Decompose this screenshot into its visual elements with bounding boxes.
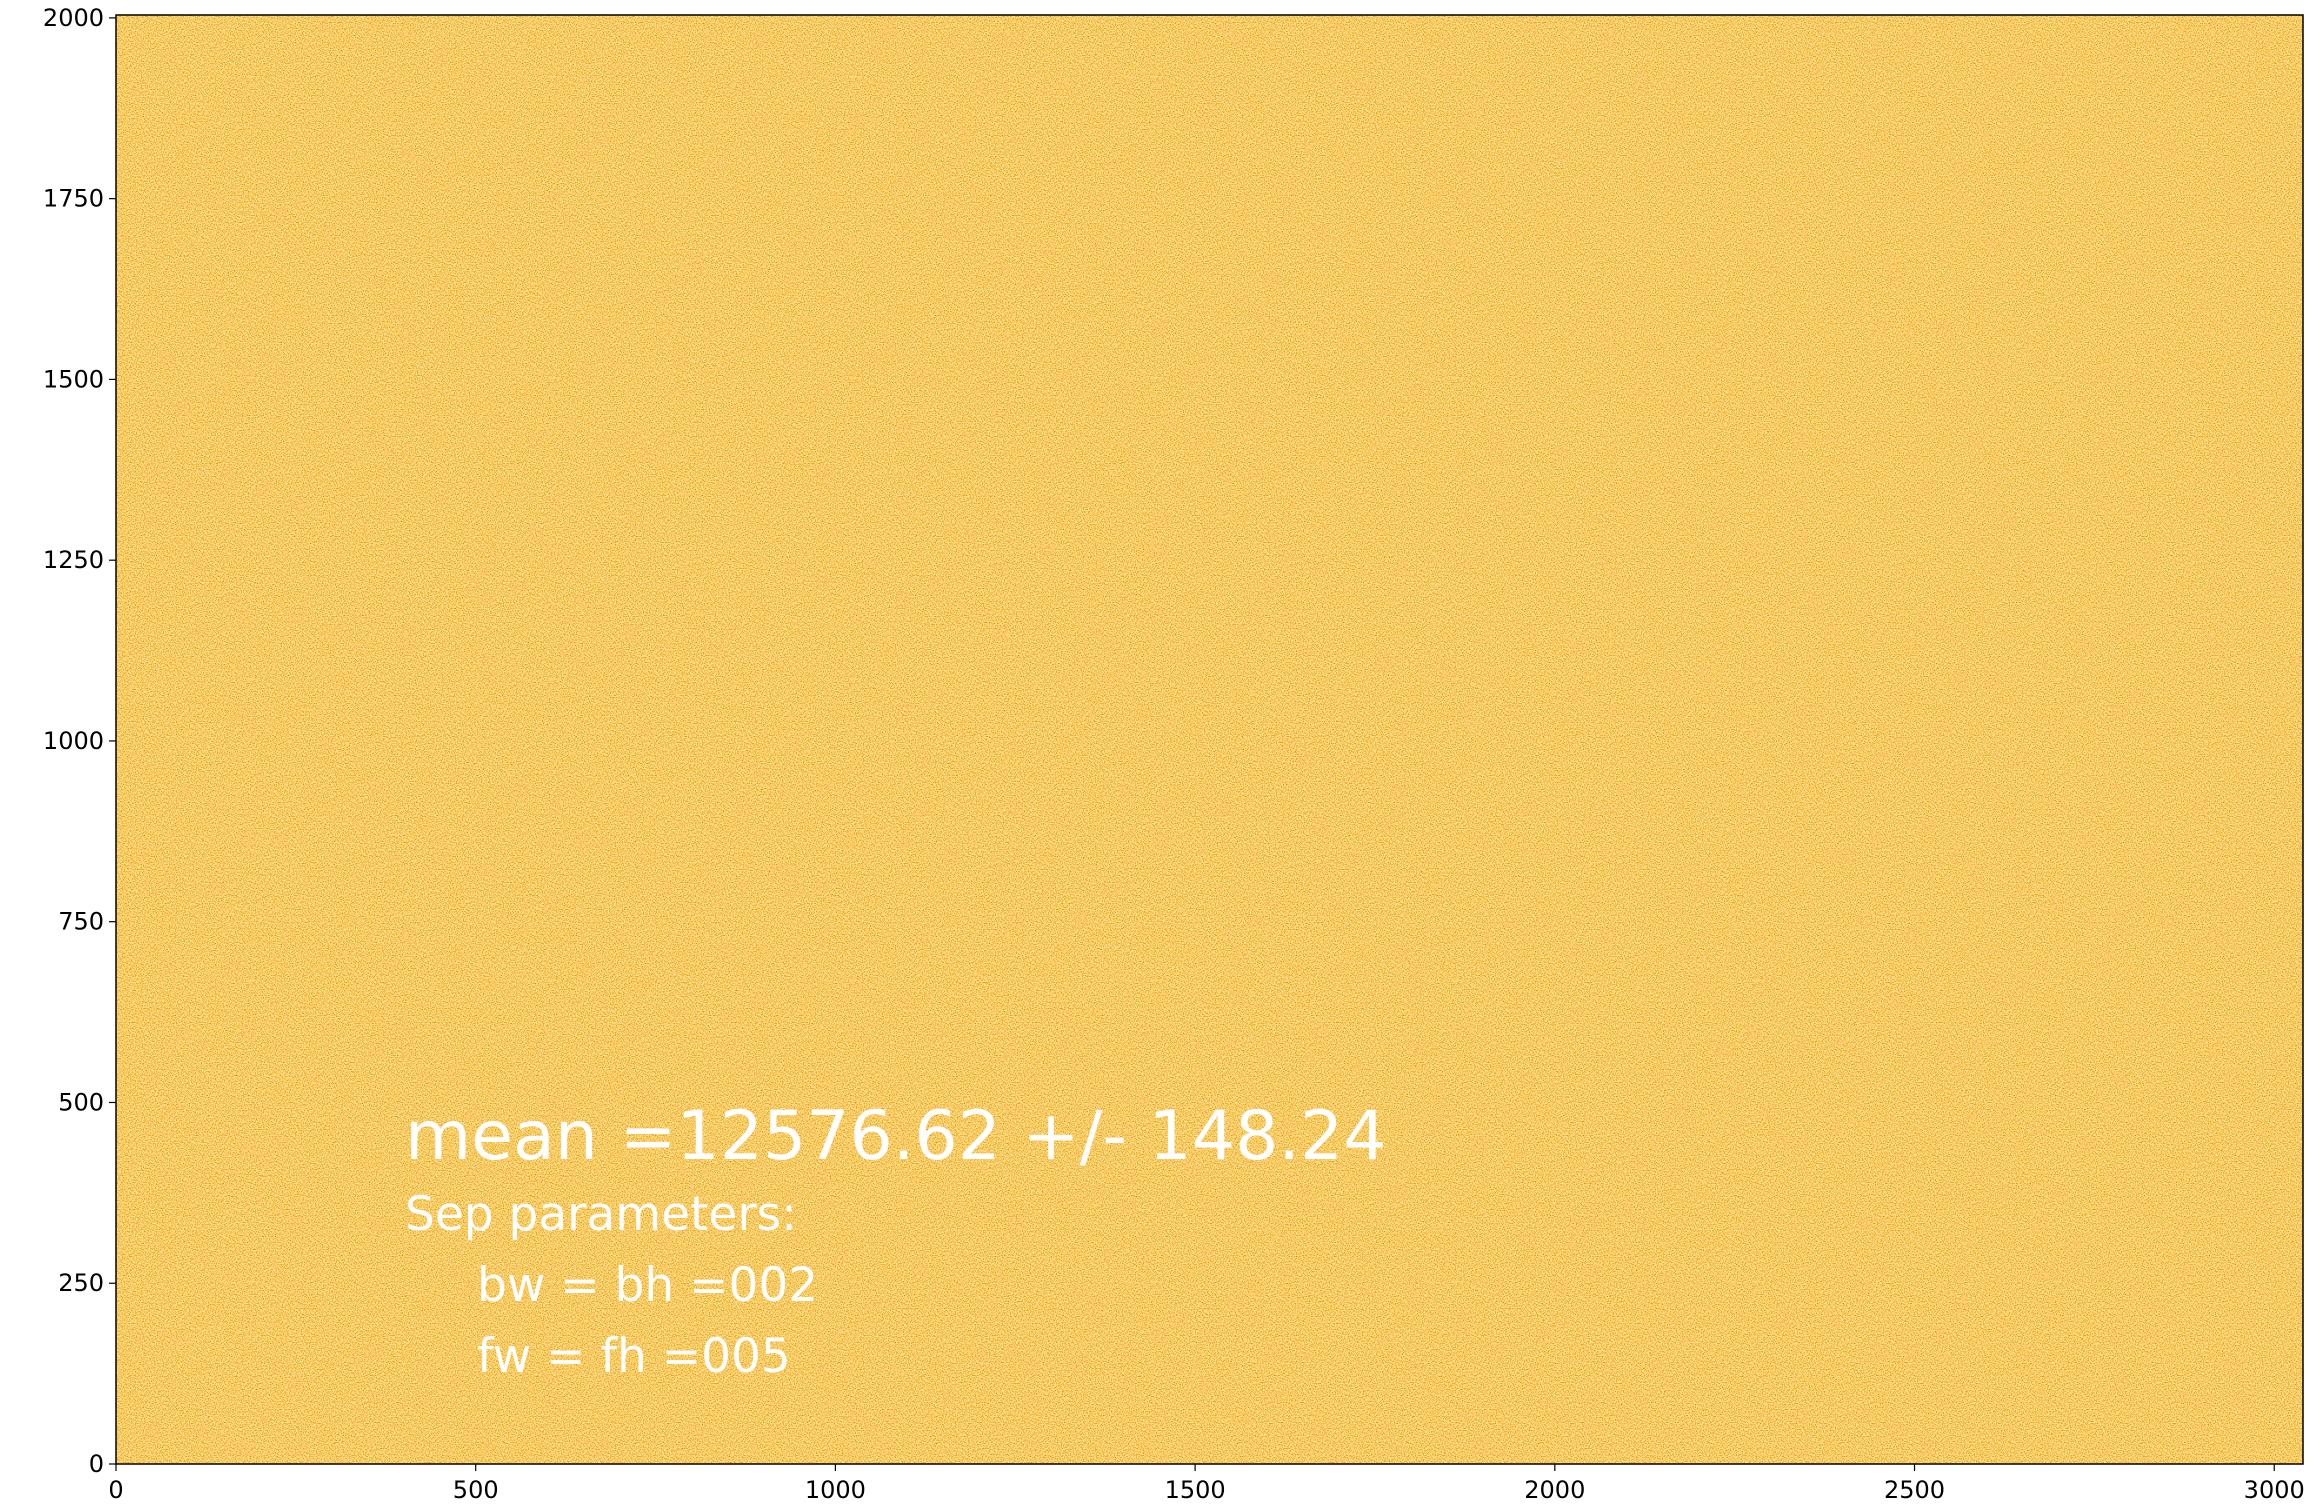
x-tick-label: 2000 bbox=[1524, 1476, 1585, 1504]
y-tick-label: 0 bbox=[89, 1450, 104, 1478]
y-tick-label: 2000 bbox=[43, 4, 104, 32]
x-tick-label: 1500 bbox=[1165, 1476, 1226, 1504]
annotation: Sep parameters: bbox=[405, 1187, 797, 1242]
y-tick-label: 750 bbox=[58, 908, 104, 936]
x-tick-label: 2500 bbox=[1884, 1476, 1945, 1504]
y-tick-label: 1250 bbox=[43, 546, 104, 574]
image bbox=[116, 15, 2303, 1464]
annotation: fw = fh =005 bbox=[477, 1329, 791, 1384]
y-tick-label: 500 bbox=[58, 1088, 104, 1116]
x-tick-label: 1000 bbox=[805, 1476, 866, 1504]
annotation: bw = bh =002 bbox=[477, 1258, 818, 1313]
x-tick-label: 500 bbox=[453, 1476, 499, 1504]
y-tick-label: 1000 bbox=[43, 727, 104, 755]
x-tick-label: 3000 bbox=[2244, 1476, 2305, 1504]
x-tick-label: 0 bbox=[108, 1476, 123, 1504]
y-tick-label: 1500 bbox=[43, 365, 104, 393]
y-tick-label: 1750 bbox=[43, 185, 104, 213]
y-tick-label: 250 bbox=[58, 1269, 104, 1297]
axes-frame bbox=[115, 14, 2304, 1465]
annotation: mean =12576.62 +/- 148.24 bbox=[405, 1097, 1386, 1176]
